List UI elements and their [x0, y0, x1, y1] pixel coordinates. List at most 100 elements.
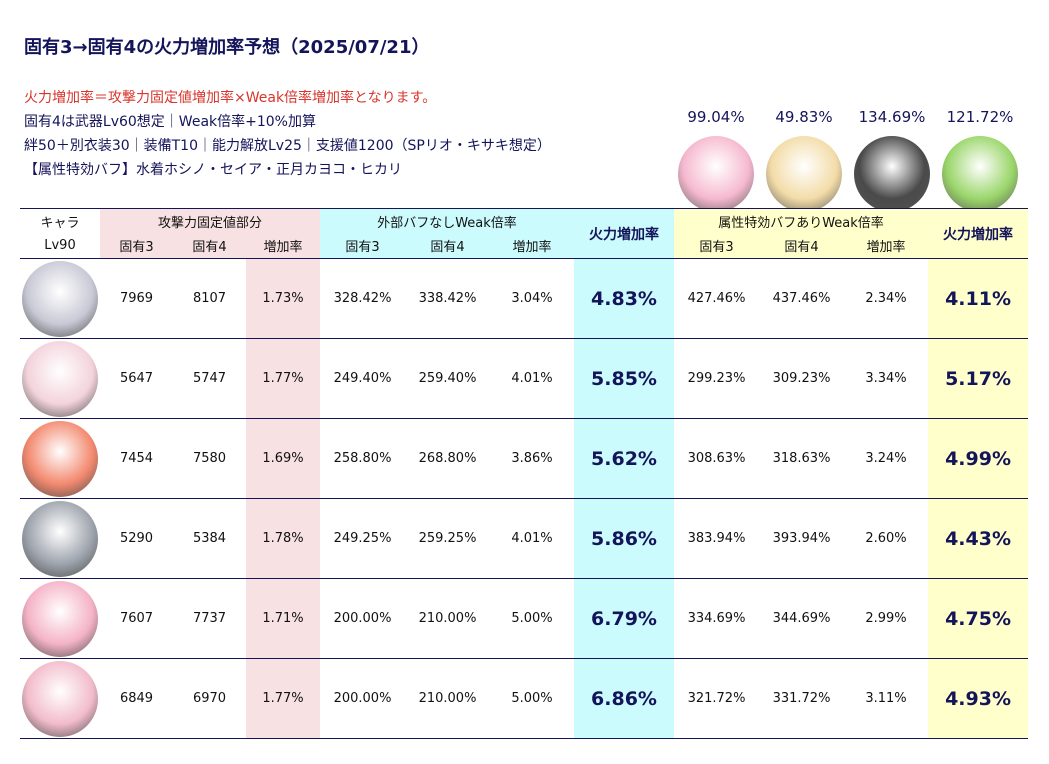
- cell-ti: 3.11%: [865, 691, 907, 706]
- col-fire-2: 火力増加率: [928, 208, 1029, 259]
- col-attr: 属性特効バフありWeak倍率: [674, 208, 929, 234]
- avatar: [22, 580, 98, 657]
- cell-e3: 249.40%: [333, 371, 392, 386]
- cell-ti: 2.34%: [865, 291, 907, 306]
- col-atk-inc: 増加率: [246, 233, 320, 259]
- avatar: [22, 420, 98, 497]
- cell-ai: 1.71%: [246, 578, 320, 659]
- cell-e4: 210.00%: [418, 611, 477, 626]
- cell-t4: 309.23%: [772, 371, 831, 386]
- cell-ei: 5.00%: [511, 691, 553, 706]
- cell-e3: 258.80%: [333, 451, 392, 466]
- cell-a3: 7454: [119, 451, 154, 466]
- note-buffers: 【属性特効バフ】水着ホシノ・セイア・正月カヨコ・ヒカリ: [24, 162, 402, 178]
- notes: 火力増加率＝攻撃力固定値増加率×Weak倍率増加率となります。 固有4は武器Lv…: [24, 86, 551, 182]
- cell-t4: 437.46%: [772, 291, 831, 306]
- cell-a3: 6849: [119, 691, 154, 706]
- avatar: [22, 340, 98, 417]
- cell-ei: 5.00%: [511, 611, 553, 626]
- cell-f1: 6.86%: [574, 658, 674, 739]
- col-lv: Lv90: [44, 238, 76, 254]
- avatar: [22, 500, 98, 577]
- cell-t3: 321.72%: [687, 691, 746, 706]
- col-atk: 攻撃力固定値部分: [100, 208, 320, 234]
- cell-ai: 1.77%: [246, 658, 320, 739]
- cell-a4: 5384: [192, 531, 227, 546]
- buffer-avatars: 99.04% 49.83% 134.69% 121.72%: [672, 108, 1024, 216]
- avatar: [942, 136, 1018, 212]
- cell-ai: 1.78%: [246, 498, 320, 579]
- cell-ei: 3.86%: [511, 451, 553, 466]
- buffer-pct: 99.04%: [687, 108, 745, 126]
- cell-ei: 4.01%: [511, 531, 553, 546]
- cell-e4: 268.80%: [418, 451, 477, 466]
- table-row: 7607 7737 1.71% 200.00% 210.00% 5.00% 6.79% 334…: [20, 578, 1029, 659]
- cell-ai: 1.73%: [246, 258, 320, 339]
- cell-ti: 3.34%: [865, 371, 907, 386]
- cell-f2: 4.43%: [928, 498, 1029, 579]
- cell-ti: 3.24%: [865, 451, 907, 466]
- avatar: [854, 136, 930, 212]
- cell-ti: 2.99%: [865, 611, 907, 626]
- avatar: [678, 136, 754, 212]
- cell-t3: 334.69%: [687, 611, 746, 626]
- buffer-pct: 121.72%: [946, 108, 1014, 126]
- col-ext-g3: 固有3: [320, 233, 405, 259]
- cell-f2: 4.11%: [928, 258, 1029, 339]
- page-title: 固有3→固有4の火力増加率予想（2025/07/21）: [24, 37, 430, 58]
- cell-f2: 4.75%: [928, 578, 1029, 659]
- table-row: 5647 5747 1.77% 249.40% 259.40% 4.01% 5.85% 299…: [20, 338, 1029, 419]
- cell-a4: 6970: [192, 691, 227, 706]
- table-row: 6849 6970 1.77% 200.00% 210.00% 5.00% 6.86% 321…: [20, 658, 1029, 739]
- cell-a4: 7580: [192, 451, 227, 466]
- cell-a3: 5290: [119, 531, 154, 546]
- col-atk-g3: 固有3: [100, 233, 173, 259]
- col-attr-g3: 固有3: [674, 233, 759, 259]
- cell-t3: 299.23%: [687, 371, 746, 386]
- cell-ti: 2.60%: [865, 531, 907, 546]
- cell-f1: 5.85%: [574, 338, 674, 419]
- cell-a3: 7969: [119, 291, 154, 306]
- buffer-item: 99.04%: [672, 108, 760, 216]
- buffer-item: 134.69%: [848, 108, 936, 216]
- cell-e4: 338.42%: [418, 291, 477, 306]
- buffer-item: 121.72%: [936, 108, 1024, 216]
- damage-table: キャラ 攻撃力固定値部分 外部バフなしWeak倍率 火力増加率 属性特効バフあり…: [20, 208, 1029, 739]
- cell-e3: 328.42%: [333, 291, 392, 306]
- avatar: [22, 660, 98, 737]
- cell-f2: 4.93%: [928, 658, 1029, 739]
- col-chara: キャラ: [40, 215, 80, 231]
- cell-f1: 5.86%: [574, 498, 674, 579]
- cell-t3: 308.63%: [687, 451, 746, 466]
- col-attr-g4: 固有4: [759, 233, 844, 259]
- col-atk-g4: 固有4: [173, 233, 246, 259]
- cell-e3: 200.00%: [333, 611, 392, 626]
- cell-e4: 210.00%: [418, 691, 477, 706]
- cell-a4: 5747: [192, 371, 227, 386]
- buffer-item: 49.83%: [760, 108, 848, 216]
- cell-ei: 3.04%: [511, 291, 553, 306]
- cell-f1: 5.62%: [574, 418, 674, 499]
- cell-t4: 318.63%: [772, 451, 831, 466]
- cell-f1: 6.79%: [574, 578, 674, 659]
- cell-f1: 4.83%: [574, 258, 674, 339]
- cell-t4: 331.72%: [772, 691, 831, 706]
- cell-ei: 4.01%: [511, 371, 553, 386]
- cell-a3: 7607: [119, 611, 154, 626]
- cell-f2: 5.17%: [928, 338, 1029, 419]
- buffer-pct: 49.83%: [775, 108, 833, 126]
- cell-t3: 383.94%: [687, 531, 746, 546]
- cell-t4: 344.69%: [772, 611, 831, 626]
- avatar: [766, 136, 842, 212]
- col-attr-inc: 増加率: [844, 233, 929, 259]
- col-ext-inc: 増加率: [490, 233, 574, 259]
- col-ext: 外部バフなしWeak倍率: [320, 208, 574, 234]
- note-formula: 火力増加率＝攻撃力固定値増加率×Weak倍率増加率となります。: [24, 90, 437, 106]
- table-row: 7969 8107 1.73% 328.42% 338.42% 3.04% 4.83% 427…: [20, 258, 1029, 339]
- note-assumption: 固有4は武器Lv60想定｜Weak倍率+10%加算: [24, 114, 316, 130]
- cell-a4: 7737: [192, 611, 227, 626]
- cell-e4: 259.40%: [418, 371, 477, 386]
- avatar: [22, 260, 98, 337]
- cell-t3: 427.46%: [687, 291, 746, 306]
- cell-e4: 259.25%: [418, 531, 477, 546]
